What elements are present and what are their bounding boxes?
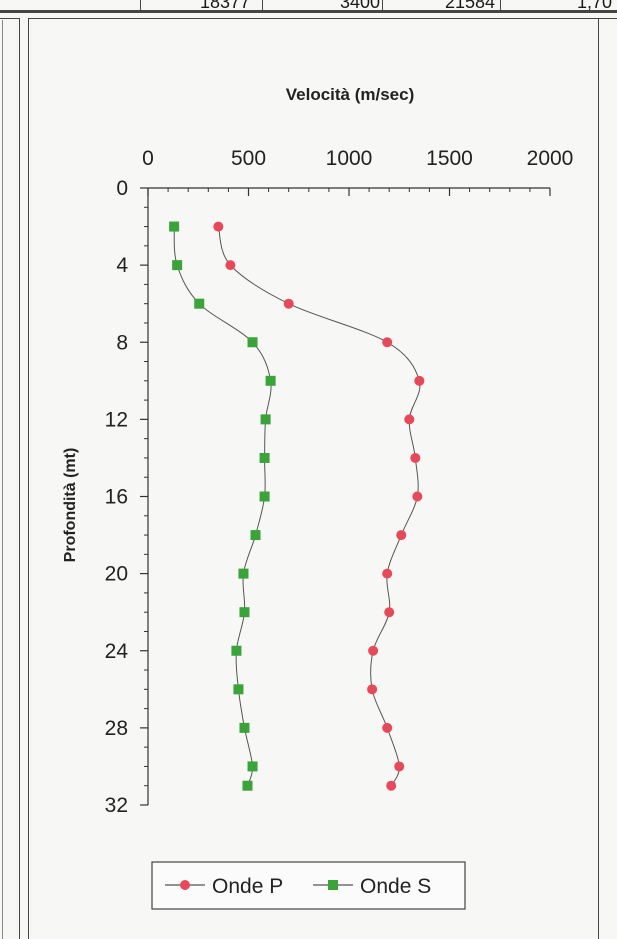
x-tick-label: 1000 <box>326 147 373 170</box>
table-border <box>0 10 617 13</box>
data-point-onde-p <box>414 375 425 386</box>
panel-border <box>0 18 20 19</box>
y-tick-label: 8 <box>116 331 128 354</box>
data-point-onde-s <box>265 375 276 386</box>
chart-frame <box>598 18 599 939</box>
data-point-onde-p <box>386 780 397 791</box>
chart-title: Velocità (m/sec) <box>286 85 415 104</box>
data-point-onde-p <box>382 568 393 579</box>
data-point-onde-p <box>213 221 224 232</box>
y-tick-label: 4 <box>116 254 128 277</box>
data-point-onde-s <box>169 221 180 232</box>
panel-border <box>2 20 3 939</box>
x-tick-label: 500 <box>231 147 266 170</box>
table-divider <box>382 0 383 12</box>
y-tick-label: 28 <box>105 717 128 740</box>
data-point-onde-s <box>239 607 250 618</box>
y-tick-label: 16 <box>105 486 128 509</box>
data-point-onde-p <box>404 414 415 425</box>
y-tick-label: 32 <box>105 794 128 817</box>
table-cell: 3400 <box>339 0 380 12</box>
y-tick-label: 0 <box>116 177 128 200</box>
legend-label-onde-p: Onde P <box>212 875 283 898</box>
y-tick-label: 12 <box>105 408 128 431</box>
legend: Onde P Onde S <box>151 861 466 910</box>
data-point-onde-s <box>231 645 242 656</box>
data-point-onde-s <box>233 684 244 695</box>
data-point-onde-s <box>247 761 258 772</box>
legend-marker-onde-s <box>328 880 338 890</box>
x-tick-label: 1500 <box>426 147 473 170</box>
series-line-onde-p <box>217 226 421 786</box>
data-point-onde-p <box>225 260 236 271</box>
data-point-onde-s <box>239 722 250 733</box>
x-tick-label: 0 <box>142 147 154 170</box>
data-point-onde-s <box>247 337 258 348</box>
data-point-onde-p <box>394 761 405 772</box>
y-tick-label: 24 <box>105 640 129 663</box>
data-point-onde-p <box>412 491 423 502</box>
data-point-onde-s <box>172 260 183 271</box>
data-point-onde-s <box>242 780 253 791</box>
table-divider <box>262 0 263 12</box>
table-cell: 21584 <box>444 0 495 12</box>
data-point-onde-p <box>367 684 378 695</box>
x-tick-label: 2000 <box>527 147 574 170</box>
y-tick-label: 20 <box>105 563 128 586</box>
data-point-onde-s <box>259 491 270 502</box>
data-point-onde-p <box>382 722 393 733</box>
data-point-onde-s <box>238 568 249 579</box>
data-point-onde-p <box>384 607 395 618</box>
data-point-onde-p <box>368 645 379 656</box>
table-cell: 18377 <box>199 0 250 12</box>
table-divider <box>140 0 141 12</box>
data-point-onde-p <box>382 337 393 348</box>
table-divider <box>500 0 501 12</box>
data-point-onde-s <box>194 298 205 309</box>
legend-label-onde-s: Onde S <box>360 875 431 898</box>
y-axis-label: Profondità (mt) <box>62 448 79 563</box>
legend-marker-onde-p <box>180 880 190 890</box>
data-point-onde-s <box>260 414 271 425</box>
data-point-onde-p <box>283 298 294 309</box>
data-point-onde-p <box>410 452 421 463</box>
data-point-onde-s <box>259 452 270 463</box>
table-cell: 1,70 <box>576 0 612 12</box>
chart-frame <box>28 18 29 939</box>
data-point-onde-p <box>396 530 407 541</box>
series-line-onde-s <box>173 226 272 786</box>
data-point-onde-s <box>250 530 261 541</box>
chart-frame <box>28 18 617 19</box>
table-fragment-row: 18377 3400 21584 1,70 <box>0 0 617 16</box>
panel-border <box>19 18 20 939</box>
